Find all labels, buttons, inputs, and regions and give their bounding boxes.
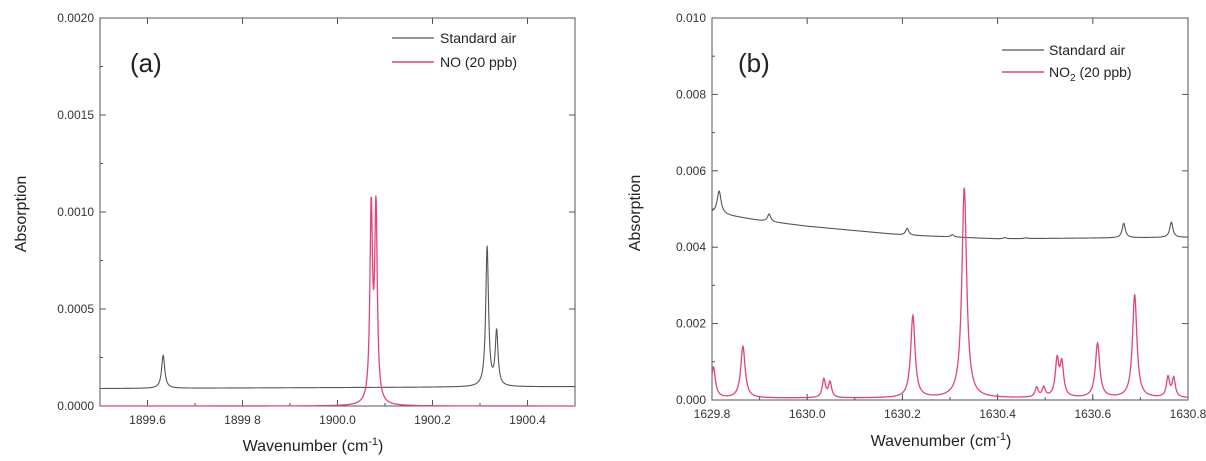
y-tick-label-b: 0.002 — [676, 317, 706, 331]
y-tick-label-b: 0.004 — [676, 240, 706, 254]
y-tick-label-a: 0.0015 — [57, 108, 94, 122]
x-tick-label-b: 1630.8 — [1170, 407, 1206, 421]
x-tick-label-a: 1900.4 — [509, 413, 546, 427]
legend-label-no2-b: NO2 (20 ppb) — [1049, 64, 1132, 84]
y-tick-label-b: 0.000 — [676, 393, 706, 407]
x-tick-label-a: 1899 8 — [224, 413, 261, 427]
x-tick-label-b: 1630.2 — [884, 407, 921, 421]
x-axis-title-a: Wavenumber (cm-1) — [243, 436, 384, 455]
y-tick-label-a: 0.0020 — [57, 11, 94, 25]
plot-area-b: 1629.8 1630.0 1630.2 1630.4 1630.6 1630.8 0.00… — [676, 11, 1206, 421]
y-axis-title-a: Absorption — [13, 176, 30, 253]
y-tick-label-a: 0.0010 — [57, 205, 94, 219]
series-line-no-20-ppb-a — [100, 195, 575, 407]
plot-area-a: 1899.6 1899 8 1900.0 1900.2 1900.4 0.0000 0.00… — [57, 11, 576, 427]
panel-b: Absorption Wavenumber (cm-1) (b) 1629.8 1… — [627, 11, 1206, 450]
legend-label-standard-air-b: Standard air — [1049, 42, 1126, 58]
x-tick-label-b: 1630.6 — [1074, 407, 1111, 421]
y-tick-label-a: 0.0000 — [57, 399, 94, 413]
legend-label-no-a: NO (20 ppb) — [440, 54, 517, 70]
x-tick-label-a: 1900.0 — [319, 413, 356, 427]
x-tick-label-b: 1629.8 — [694, 407, 731, 421]
x-tick-label-a: 1899.6 — [129, 413, 166, 427]
panel-a: Absorption Wavenumber (cm-1) (a) 1899.6 1… — [13, 11, 576, 455]
y-tick-label-b: 0.008 — [676, 87, 706, 101]
y-tick-label-b: 0.006 — [676, 164, 706, 178]
x-tick-label-b: 1630.4 — [979, 407, 1016, 421]
series-line-standard-air-b — [711, 190, 1189, 240]
x-tick-label-b: 1630.0 — [789, 407, 826, 421]
legend-b: Standard air NO2 (20 ppb) — [1002, 42, 1132, 84]
legend-label-standard-air-a: Standard air — [440, 30, 517, 46]
y-tick-label-b: 0.010 — [676, 11, 706, 25]
y-tick-label-a: 0.0005 — [57, 302, 94, 316]
series-line-no2-20-ppb-b — [711, 187, 1189, 399]
series-line-standard-air-a — [99, 245, 576, 390]
legend-a: Standard air NO (20 ppb) — [392, 30, 517, 70]
plot-frame-a — [99, 17, 576, 407]
x-tick-label-a: 1900.2 — [414, 413, 451, 427]
x-axis-title-b: Wavenumber (cm-1) — [871, 431, 1012, 450]
panel-label-a: (a) — [130, 48, 162, 78]
y-axis-title-b: Absorption — [627, 175, 644, 252]
panel-label-b: (b) — [738, 48, 770, 78]
